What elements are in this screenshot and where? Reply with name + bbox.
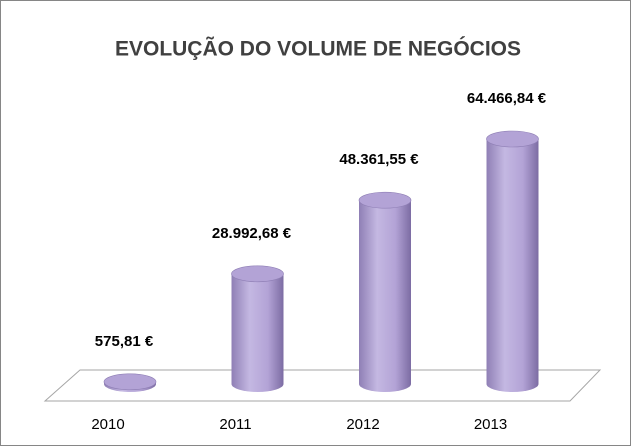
cylinder-top: [358, 191, 412, 209]
x-tick-label: 2010: [91, 416, 124, 433]
cylinder: [231, 273, 284, 392]
value-label: 64.466,84 €: [467, 90, 547, 107]
cylinder: [486, 139, 539, 392]
cylinder-top: [103, 373, 157, 391]
x-tick-label: 2013: [474, 416, 507, 433]
value-label: 575,81 €: [95, 333, 154, 350]
value-label: 28.992,68 €: [212, 225, 292, 242]
cylinder: [359, 200, 411, 392]
value-label: 48.361,55 €: [339, 151, 419, 168]
cylinder-top: [231, 265, 284, 283]
cylinder-top: [486, 130, 539, 148]
floor: [43, 369, 602, 402]
x-tick-label: 2011: [219, 416, 251, 433]
chart-title: EVOLUÇÃO DO VOLUME DE NEGÓCIOS: [115, 37, 521, 61]
x-tick-label: 2012: [346, 416, 379, 433]
